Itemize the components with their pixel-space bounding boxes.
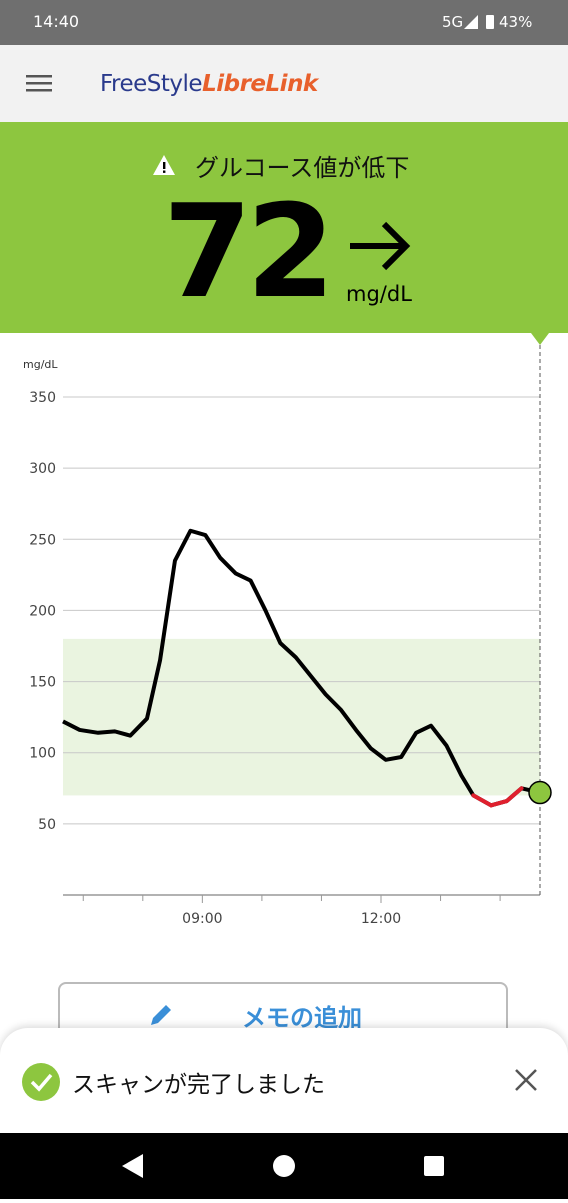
now-marker (531, 333, 549, 345)
glucose-line (62, 528, 541, 808)
logo-part1: FreeStyle (100, 71, 203, 97)
nav-bar (0, 1133, 568, 1199)
glucose-unit: mg/dL (346, 282, 412, 306)
y-tick-label: 200 (29, 603, 56, 619)
trend-arrow (350, 221, 411, 271)
menu-button[interactable] (26, 75, 52, 93)
memo-label: メモの追加 (242, 1004, 362, 1032)
check-icon (22, 1063, 60, 1101)
battery: 43% (499, 13, 533, 31)
y-tick-label: 50 (38, 817, 56, 833)
y-tick-label: 250 (29, 532, 56, 548)
time: 14:40 (33, 12, 80, 31)
network: 5G (442, 13, 464, 31)
toast: スキャンが完了しました (0, 1028, 568, 1133)
toast-message: スキャンが完了しました (72, 1072, 325, 1098)
y-axis-unit: mg/dL (23, 358, 58, 371)
warning-icon (153, 155, 175, 175)
nav-icons (122, 1154, 444, 1178)
y-tick-label: 350 (29, 390, 56, 406)
glucose-chart: mg/dL 50 100 150 200 250 300 350 09:00 12:00 (23, 333, 552, 927)
pencil-icon (151, 1005, 171, 1025)
y-tick-label: 100 (29, 746, 56, 762)
logo-part2: LibreLink (202, 71, 318, 97)
signal-battery-icons (464, 15, 494, 29)
status-bar: 14:40 5G 43% (0, 0, 568, 45)
logo: FreeStyleLibreLink (100, 71, 318, 97)
app-bar: FreeStyleLibreLink (0, 45, 568, 122)
glucose-reading: 72 (163, 178, 335, 327)
low-segment (504, 786, 524, 804)
trend-message: グルコース値が低下 (195, 154, 410, 182)
low-segment (489, 799, 509, 808)
back-button[interactable] (122, 1154, 143, 1178)
x-tick-label: 09:00 (182, 911, 222, 927)
close-button[interactable] (514, 1068, 538, 1092)
low-segment (471, 793, 494, 808)
recents-button[interactable] (424, 1156, 444, 1176)
home-button[interactable] (273, 1155, 295, 1177)
x-tick-label: 12:00 (361, 911, 401, 927)
y-tick-label: 150 (29, 675, 56, 691)
y-tick-label: 300 (29, 461, 56, 477)
glucose-banner: グルコース値が低下 72 mg/dL (0, 122, 568, 333)
current-reading-dot (528, 780, 552, 805)
